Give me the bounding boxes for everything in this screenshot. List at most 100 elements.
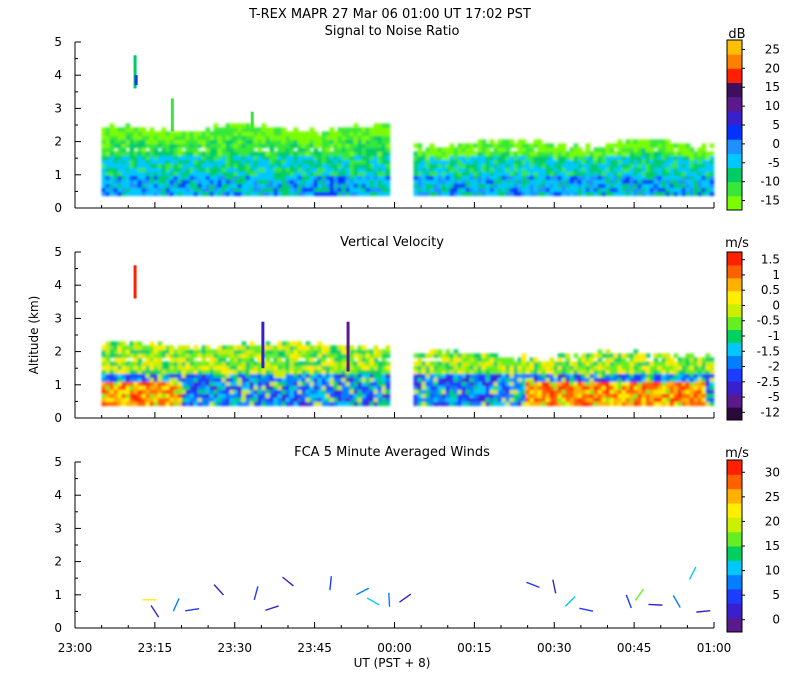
field-cell [613,353,619,358]
field-cell [497,393,503,398]
field-cell [137,373,143,378]
field-cell [605,187,611,192]
field-cell [621,397,627,402]
field-cell [213,373,219,378]
field-cell [353,143,359,148]
field-cell [289,175,295,180]
field-cell [225,143,231,148]
field-cell [233,369,239,374]
field-cell [685,171,691,176]
field-cell [465,167,471,172]
field-cell [533,377,539,382]
field-cell [693,373,699,378]
field-cell [165,159,171,164]
field-cell [285,361,291,366]
field-cell [293,139,299,144]
field-cell [261,179,267,184]
field-cell [505,171,511,176]
field-cell [261,171,267,176]
field-cell [565,183,571,188]
field-cell [169,139,175,144]
field-cell [361,163,367,168]
field-cell [517,373,523,378]
field-cell [581,171,587,176]
field-cell [501,381,507,386]
field-cell [101,167,107,172]
field-cell [677,147,683,152]
field-cell [241,369,247,374]
field-cell [413,393,419,398]
field-cell [593,179,599,184]
field-cell [485,159,491,164]
field-cell [589,389,595,394]
field-cell [301,191,307,196]
field-cell [229,155,235,160]
field-cell [269,369,275,374]
field-cell [205,349,211,354]
field-cell [133,397,139,402]
field-cell [321,365,327,370]
field-cell [645,389,651,394]
field-cell [381,385,387,390]
colorbar-swatch [727,546,742,561]
field-cell [173,167,179,172]
field-cell [325,179,331,184]
field-cell [337,385,343,390]
field-cell [321,357,327,362]
field-cell [441,377,447,382]
field-cell [685,175,691,180]
field-cell [593,373,599,378]
field-cell [105,401,111,406]
field-cell [449,171,455,176]
field-cell [229,123,235,128]
field-cell [369,365,375,370]
field-cell [173,183,179,188]
field-cell [177,139,183,144]
field-cell [473,393,479,398]
field-cell [213,377,219,382]
field-cell [265,393,271,398]
field-cell [509,183,515,188]
field-cell [325,389,331,394]
field-cell [117,139,123,144]
field-cell [385,361,391,366]
wind-barb [696,609,711,613]
field-cell [173,143,179,148]
field-cell [221,369,227,374]
field-cell [237,377,243,382]
field-cell [233,349,239,354]
field-cell [357,159,363,164]
field-cell [297,191,303,196]
field-cell [249,163,255,168]
field-cell [677,389,683,394]
field-cell [321,159,327,164]
field-cell [189,393,195,398]
field-cell [657,171,663,176]
field-cell [377,401,383,406]
field-cell [629,187,635,192]
field-cell [493,361,499,366]
field-cell [281,175,287,180]
field-cell [317,167,323,172]
field-cell [621,147,627,152]
field-cell [249,179,255,184]
field-cell [649,369,655,374]
field-cell [113,127,119,132]
field-cell [377,135,383,140]
field-cell [693,393,699,398]
field-cell [493,183,499,188]
field-cell [557,373,563,378]
field-cell [661,191,667,196]
field-cell [261,397,267,402]
field-cell [101,139,107,144]
field-cell [353,159,359,164]
field-cell [197,175,203,180]
field-cell [357,361,363,366]
field-cell [173,349,179,354]
field-cell [473,353,479,358]
field-cell [277,369,283,374]
field-cell [657,151,663,156]
field-cell [457,361,463,366]
field-cell [169,191,175,196]
field-cell [345,397,351,402]
